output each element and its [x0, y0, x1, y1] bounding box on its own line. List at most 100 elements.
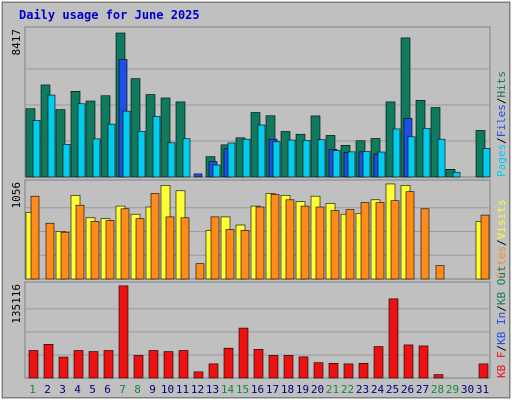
legend-entry: Hits: [495, 71, 508, 98]
panel-legend: Sites/Visits: [495, 200, 508, 280]
day-label-13: 13: [206, 383, 219, 396]
bar-hits-day-8: [130, 78, 141, 178]
panel-max-label: 8417: [10, 29, 23, 56]
bar-kb-f-day-27: [418, 345, 429, 379]
day-label-7: 7: [119, 383, 126, 396]
bar-kb-f-day-4: [73, 350, 84, 379]
day-label-1: 1: [29, 383, 36, 396]
bar-sites-day-20: [315, 206, 325, 280]
day-label-23: 23: [356, 383, 369, 396]
bar-kb-f-day-9: [148, 350, 159, 379]
bar-sites-day-15: [240, 230, 250, 280]
legend-entry: Files: [495, 104, 508, 137]
bar-pages-day-10: [167, 142, 176, 178]
bar-kb-f-day-22: [343, 363, 354, 379]
legend-entry: Visits: [495, 200, 508, 240]
bar-kb-f-day-23: [358, 363, 369, 379]
day-label-9: 9: [149, 383, 156, 396]
bar-hits-day-10: [160, 97, 171, 178]
bar-pages-day-1: [32, 120, 41, 178]
day-label-5: 5: [89, 383, 96, 396]
bar-kb-f-day-25: [388, 298, 399, 379]
bar-pages-day-15: [242, 138, 251, 178]
day-label-19: 19: [296, 383, 309, 396]
bar-kb-f-day-18: [283, 355, 294, 379]
bar-kb-f-day-1: [28, 350, 39, 379]
outer-border-dark: [2, 2, 510, 398]
bar-kb-f-day-6: [103, 350, 114, 379]
bar-sites-day-4: [75, 204, 85, 280]
day-label-6: 6: [104, 383, 111, 396]
bar-sites-day-9: [150, 193, 160, 280]
bar-hits-day-3: [55, 109, 66, 178]
day-label-22: 22: [341, 383, 354, 396]
day-label-31: 31: [476, 383, 489, 396]
bar-sites-day-18: [285, 199, 295, 280]
bar-pages-day-29: [452, 171, 461, 178]
bar-kb-f-day-3: [58, 356, 69, 379]
bar-sites-day-25: [390, 200, 400, 280]
bar-pages-day-4: [77, 103, 86, 178]
panel-max-label: 135116: [10, 284, 23, 324]
bar-kb-f-day-12: [193, 371, 204, 379]
panels-layer: 8417Pages/Files/Hits1056Sites/Visits1351…: [10, 26, 508, 379]
bar-pages-day-22: [347, 151, 356, 178]
bar-pages-day-24: [377, 151, 386, 178]
bar-files-day-12: [193, 173, 203, 178]
panel-max-label: 1056: [10, 182, 23, 209]
bar-kb-f-day-2: [43, 344, 54, 379]
bar-pages-day-3: [62, 144, 71, 178]
bar-kb-f-day-5: [88, 351, 99, 379]
bar-kb-f-day-17: [268, 355, 279, 379]
panel-visits-sites: 1056 Sites/Visits: [10, 179, 508, 280]
day-label-21: 21: [326, 383, 339, 396]
legend-entry: KB Out: [495, 265, 508, 305]
day-label-8: 8: [134, 383, 141, 396]
bar-sites-day-26: [405, 191, 415, 280]
legend-entry: Sites: [495, 246, 508, 279]
bar-pages-day-8: [137, 131, 146, 178]
chart-title: Daily usage for June 2025: [19, 8, 200, 22]
bar-kb-f-day-15: [238, 327, 249, 379]
bar-pages-day-14: [227, 142, 236, 178]
day-label-27: 27: [416, 383, 429, 396]
bar-pages-day-21: [332, 150, 341, 178]
bar-sites-day-1: [30, 195, 40, 280]
bar-pages-day-2: [47, 94, 56, 178]
bar-kb-f-day-19: [298, 356, 309, 379]
day-label-10: 10: [161, 383, 174, 396]
day-label-26: 26: [401, 383, 414, 396]
bar-sites-day-16: [255, 206, 265, 280]
bar-kb-f-day-28: [433, 374, 444, 379]
bar-pages-day-27: [422, 128, 431, 178]
bar-kb-f-day-10: [163, 351, 174, 379]
bar-pages-day-19: [302, 140, 311, 178]
bar-sites-day-13: [210, 216, 220, 280]
bar-sites-day-27: [420, 208, 430, 280]
legend-entry: /: [495, 137, 508, 144]
bar-sites-day-24: [375, 202, 385, 280]
day-label-30: 30: [461, 383, 474, 396]
bar-sites-day-7: [120, 208, 130, 280]
bar-kb-f-day-14: [223, 347, 234, 379]
day-label-20: 20: [311, 383, 324, 396]
bar-pages-day-13: [212, 164, 221, 178]
bar-sites-day-5: [90, 221, 100, 280]
legend-entry: /: [495, 98, 508, 105]
bar-sites-day-17: [270, 194, 280, 280]
day-label-15: 15: [236, 383, 249, 396]
day-label-12: 12: [191, 383, 204, 396]
bar-pages-day-11: [182, 138, 191, 178]
bar-sites-day-8: [135, 218, 145, 280]
bar-pages-day-23: [362, 151, 371, 178]
bar-kb-f-day-31: [478, 363, 489, 379]
day-label-29: 29: [446, 383, 459, 396]
bar-sites-day-10: [165, 216, 175, 280]
bar-kb-f-day-20: [313, 362, 324, 379]
day-label-25: 25: [386, 383, 399, 396]
bar-pages-day-31: [482, 148, 491, 178]
day-label-16: 16: [251, 383, 264, 396]
